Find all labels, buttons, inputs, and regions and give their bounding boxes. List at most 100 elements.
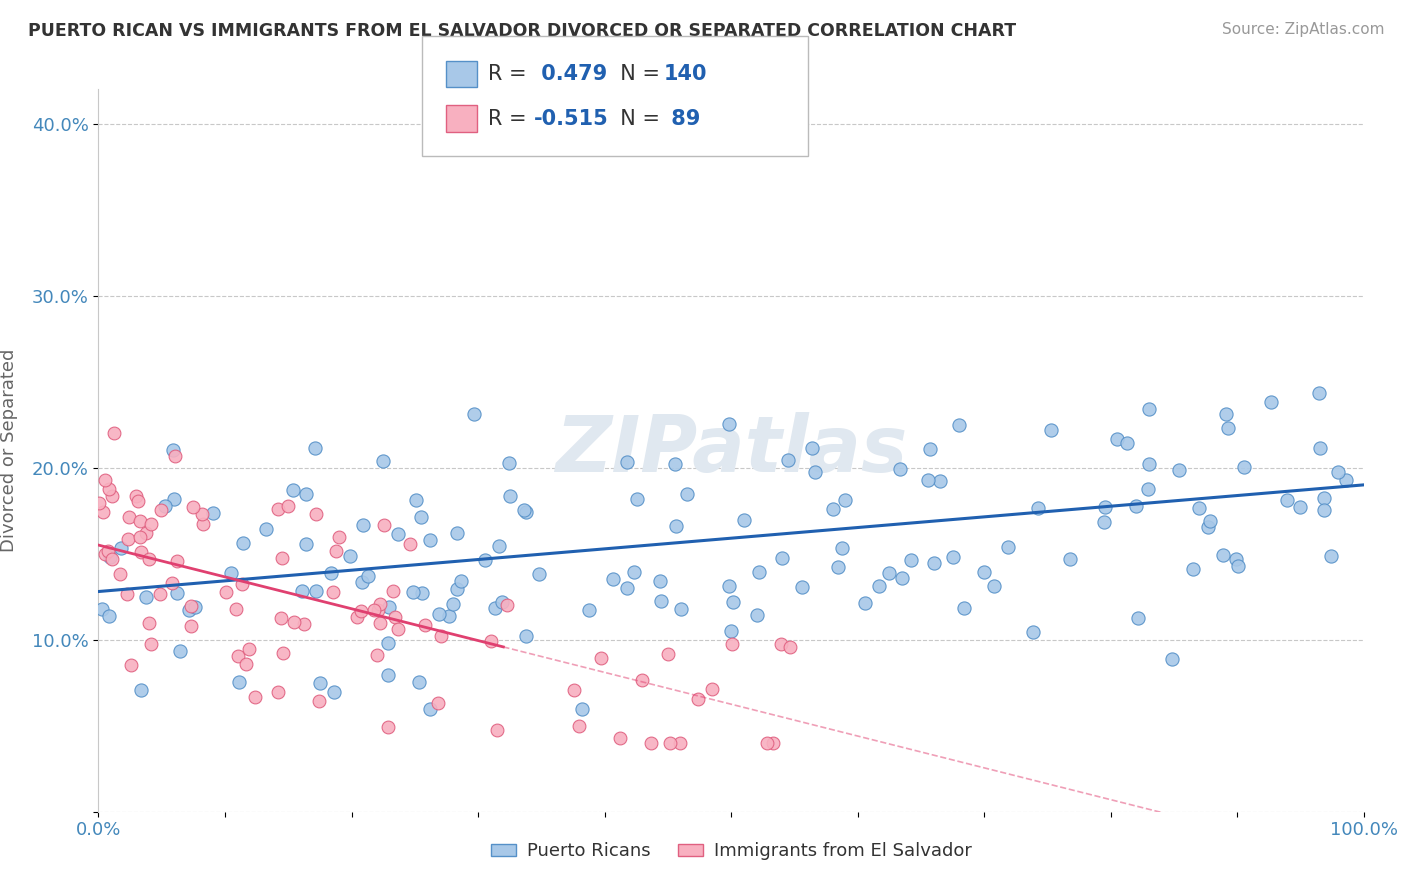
Point	[578, 603, 600, 617]
Point	[103, 426, 125, 441]
Point	[228, 675, 250, 690]
Point	[120, 658, 142, 673]
Point	[720, 624, 742, 638]
Point	[1308, 386, 1330, 401]
Point	[515, 628, 537, 642]
Point	[304, 508, 326, 522]
Point	[1225, 551, 1247, 566]
Point	[291, 583, 314, 598]
Point	[804, 465, 827, 479]
Text: 140: 140	[664, 64, 707, 84]
Point	[474, 553, 496, 567]
Point	[890, 571, 912, 585]
Point	[491, 595, 513, 609]
Point	[110, 541, 132, 555]
Point	[779, 640, 801, 654]
Point	[650, 594, 672, 608]
Point	[97, 544, 120, 558]
Point	[377, 668, 399, 682]
Point	[562, 683, 585, 698]
Point	[294, 537, 316, 551]
Point	[486, 723, 509, 737]
Point	[387, 526, 409, 541]
Point	[115, 587, 138, 601]
Point	[160, 576, 183, 591]
Point	[294, 487, 316, 501]
Point	[658, 736, 681, 750]
Point	[93, 547, 115, 561]
Point	[163, 491, 186, 506]
Point	[868, 579, 890, 593]
Point	[97, 482, 120, 496]
Point	[346, 610, 368, 624]
Point	[1320, 549, 1343, 564]
Point	[953, 601, 976, 615]
Point	[745, 608, 768, 623]
Point	[948, 418, 970, 433]
Point	[1094, 500, 1116, 514]
Point	[1094, 515, 1116, 529]
Point	[1227, 559, 1250, 574]
Point	[983, 579, 1005, 593]
Point	[117, 532, 139, 546]
Point	[1198, 514, 1220, 528]
Point	[363, 603, 385, 617]
Point	[718, 579, 741, 593]
Point	[304, 441, 326, 455]
Point	[292, 617, 315, 632]
Point	[129, 530, 152, 544]
Point	[761, 736, 783, 750]
Point	[1161, 652, 1184, 666]
Point	[238, 641, 260, 656]
Point	[676, 487, 699, 501]
Text: Source: ZipAtlas.com: Source: ZipAtlas.com	[1222, 22, 1385, 37]
Point	[1059, 551, 1081, 566]
Point	[973, 566, 995, 580]
Point	[769, 637, 792, 651]
Point	[322, 685, 344, 699]
Point	[1022, 625, 1045, 640]
Point	[235, 657, 257, 672]
Point	[184, 600, 207, 615]
Point	[1125, 499, 1147, 513]
Point	[135, 526, 157, 541]
Point	[640, 736, 662, 750]
Point	[700, 681, 723, 696]
Point	[733, 513, 755, 527]
Point	[308, 693, 330, 707]
Point	[266, 685, 288, 699]
Point	[87, 496, 110, 510]
Point	[479, 634, 502, 648]
Point	[149, 587, 172, 601]
Point	[141, 637, 163, 651]
Point	[1275, 493, 1298, 508]
Point	[166, 585, 188, 599]
Point	[409, 510, 432, 524]
Point	[499, 489, 522, 503]
Point	[166, 553, 188, 567]
Point	[405, 493, 427, 508]
Point	[138, 552, 160, 566]
Point	[129, 683, 152, 698]
Point	[408, 675, 430, 690]
Point	[254, 522, 277, 536]
Point	[1212, 548, 1234, 562]
Point	[368, 597, 391, 611]
Point	[1313, 491, 1336, 506]
Point	[877, 566, 900, 580]
Legend: Puerto Ricans, Immigrants from El Salvador: Puerto Ricans, Immigrants from El Salvad…	[484, 835, 979, 868]
Point	[498, 456, 520, 470]
Point	[770, 551, 793, 566]
Point	[427, 696, 450, 710]
Point	[686, 691, 709, 706]
Point	[801, 442, 824, 456]
Point	[1105, 432, 1128, 446]
Point	[215, 585, 238, 599]
Point	[778, 452, 800, 467]
Point	[162, 443, 184, 458]
Y-axis label: Divorced or Separated: Divorced or Separated	[0, 349, 18, 552]
Point	[450, 574, 472, 588]
Point	[270, 551, 292, 566]
Point	[616, 582, 638, 596]
Point	[277, 500, 299, 514]
